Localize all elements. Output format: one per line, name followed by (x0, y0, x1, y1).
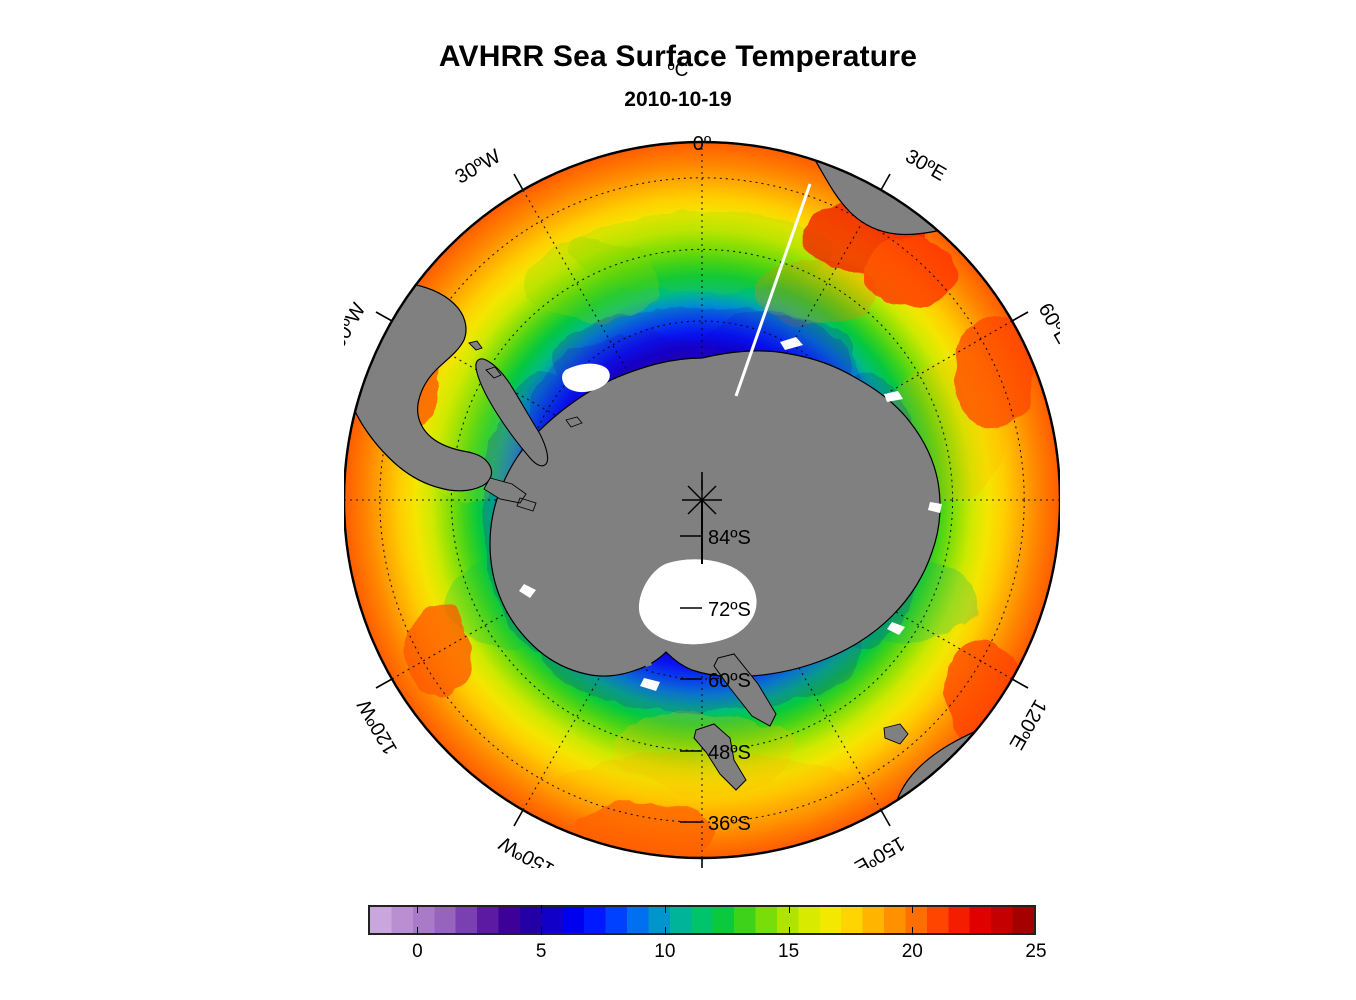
tasmania (883, 723, 909, 745)
lat-label-48: 48ºS (708, 742, 751, 764)
lon-label-120W: 120ºW (353, 695, 402, 758)
map-svg: 84ºS 72ºS 60ºS 48ºS 36ºS (344, 133, 1060, 868)
lon-label-150E: 150ºE (851, 832, 909, 868)
colorbar-unit-label: ºC (667, 60, 689, 81)
colorbar-label-10: 10 (654, 941, 676, 962)
lat-label-84: 84ºS (708, 527, 751, 549)
lon-label-0: 0º (693, 133, 712, 155)
lat-label-72: 72ºS (708, 599, 751, 621)
new-zealand-south-island (713, 653, 777, 727)
figure-subtitle: 2010-10-19 (624, 88, 732, 111)
lon-label-30E: 30ºE (902, 145, 950, 185)
tierra-del-fuego (483, 477, 537, 512)
colorbar-label-5: 5 (535, 941, 547, 962)
longitude-ticks (375, 173, 1029, 868)
lon-label-60W: 60ºW (344, 299, 370, 352)
colorbar: 0 5 10 15 20 25 (368, 905, 1047, 962)
falkland-islands (565, 416, 583, 428)
lon-label-60E: 60ºE (1034, 300, 1060, 348)
polar-stereographic-map: 84ºS 72ºS 60ºS 48ºS 36ºS (344, 132, 1060, 868)
lon-label-30W: 30ºW (452, 145, 505, 188)
lat-label-36: 36ºS (708, 813, 751, 835)
ross-ice-shelf (638, 559, 757, 645)
antarctic-peninsula (475, 358, 549, 467)
figure-title: AVHRR Sea Surface Temperature (438, 40, 918, 73)
peninsula-islands (468, 340, 502, 379)
colorbar-label-0: 0 (412, 941, 423, 962)
swath-gap-artifact (734, 183, 812, 397)
lon-label-150W: 150ºW (495, 832, 558, 868)
lon-label-120E: 120ºE (1005, 696, 1051, 754)
filchner-ice-shelf (562, 363, 610, 393)
colorbar-label-15: 15 (778, 941, 800, 962)
colorbar-label-25: 25 (1025, 941, 1047, 962)
lat-label-60: 60ºS (708, 670, 751, 692)
colorbar-label-20: 20 (901, 941, 923, 962)
new-zealand-north-island (693, 723, 747, 791)
colorbar-gradient (368, 905, 1036, 935)
latitude-labels: 84ºS 72ºS 60ºS 48ºS 36ºS (680, 527, 751, 835)
